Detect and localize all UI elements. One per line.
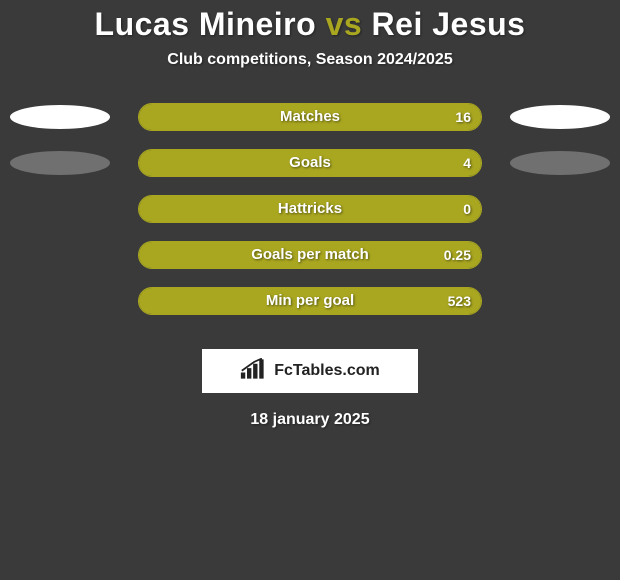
stat-bar: Hattricks0 xyxy=(138,195,482,223)
stat-row: Goals4 xyxy=(0,145,620,191)
stat-row: Matches16 xyxy=(0,99,620,145)
chart-icon xyxy=(240,358,268,385)
stat-value: 0.25 xyxy=(444,242,471,268)
stat-label: Goals xyxy=(139,150,481,176)
stat-bar: Min per goal523 xyxy=(138,287,482,315)
subtitle: Club competitions, Season 2024/2025 xyxy=(0,51,620,69)
stat-bar: Goals per match0.25 xyxy=(138,241,482,269)
date-label: 18 january 2025 xyxy=(0,411,620,429)
stat-value: 4 xyxy=(463,150,471,176)
stat-value: 16 xyxy=(455,104,471,130)
stat-rows: Matches16 Goals4 Hattricks0 Goals per match… xyxy=(0,99,620,329)
stat-row: Min per goal523 xyxy=(0,283,620,329)
stat-label: Hattricks xyxy=(139,196,481,222)
stat-value: 523 xyxy=(448,288,471,314)
player1-name: Lucas Mineiro xyxy=(95,6,317,42)
player2-ellipse xyxy=(510,105,610,129)
page-title: Lucas Mineiro vs Rei Jesus xyxy=(0,0,620,43)
vs-separator: vs xyxy=(326,6,363,42)
stat-label: Goals per match xyxy=(139,242,481,268)
player2-ellipse xyxy=(510,151,610,175)
stat-label: Min per goal xyxy=(139,288,481,314)
stat-bar: Goals4 xyxy=(138,149,482,177)
comparison-card: Lucas Mineiro vs Rei Jesus Club competit… xyxy=(0,0,620,580)
stat-value: 0 xyxy=(463,196,471,222)
stat-row: Goals per match0.25 xyxy=(0,237,620,283)
brand-text: FcTables.com xyxy=(274,362,380,380)
player2-name: Rei Jesus xyxy=(372,6,526,42)
player1-ellipse xyxy=(10,151,110,175)
stat-row: Hattricks0 xyxy=(0,191,620,237)
stat-label: Matches xyxy=(139,104,481,130)
player1-ellipse xyxy=(10,105,110,129)
brand-badge[interactable]: FcTables.com xyxy=(202,349,418,393)
stat-bar: Matches16 xyxy=(138,103,482,131)
